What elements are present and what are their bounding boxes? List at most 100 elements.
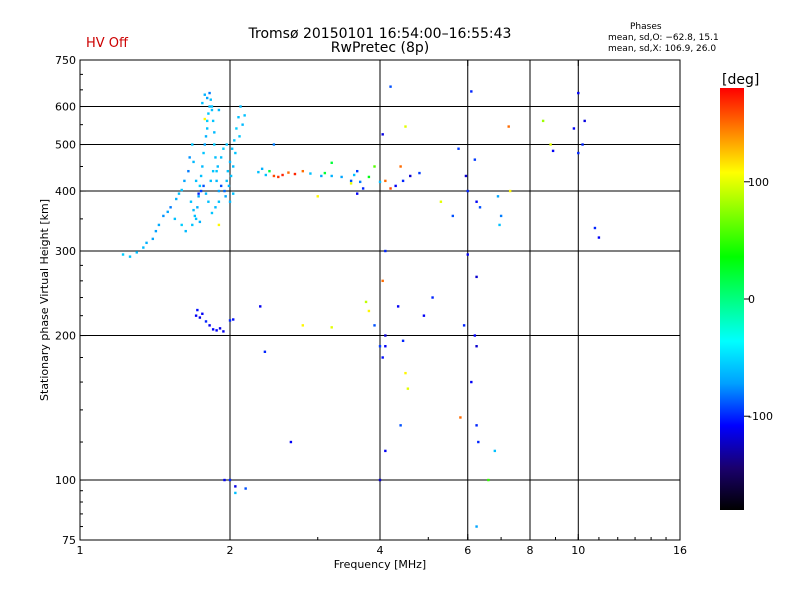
data-point <box>323 171 327 175</box>
data-point <box>367 175 371 179</box>
data-points <box>121 85 601 528</box>
data-point <box>201 312 204 315</box>
data-point <box>466 189 469 193</box>
data-point <box>396 305 400 308</box>
data-point <box>259 305 262 308</box>
y-axis-label: Stationary phase Virtual Height [km] <box>38 199 51 401</box>
data-point <box>373 324 376 327</box>
x-tick-label: 10 <box>571 544 585 557</box>
data-point <box>233 139 236 142</box>
data-point <box>203 117 206 121</box>
data-point <box>196 206 199 209</box>
data-point <box>188 156 191 159</box>
data-point <box>226 169 230 173</box>
data-point <box>214 206 217 209</box>
data-point <box>418 171 421 175</box>
data-point <box>211 169 215 173</box>
data-point <box>204 135 208 138</box>
data-point <box>173 217 177 221</box>
data-point <box>384 249 387 253</box>
data-point <box>230 147 234 150</box>
data-point <box>202 184 205 188</box>
data-point <box>203 93 206 96</box>
data-point <box>364 300 368 304</box>
phase-legend-o-stats: mean, sd,O: −62.8, 15.1 <box>608 33 719 43</box>
data-point <box>207 200 210 203</box>
data-point <box>198 316 202 319</box>
data-point <box>210 108 214 112</box>
data-point <box>210 105 214 108</box>
data-point <box>459 416 462 419</box>
data-point <box>289 440 293 444</box>
data-point <box>478 206 482 209</box>
data-point <box>203 143 206 146</box>
data-point <box>475 345 478 348</box>
data-point <box>197 195 200 198</box>
data-point <box>237 116 240 119</box>
data-point <box>142 246 145 249</box>
data-point <box>205 96 209 100</box>
data-point <box>422 314 426 317</box>
data-point <box>572 127 576 130</box>
data-point <box>281 173 284 177</box>
data-point <box>215 329 218 332</box>
data-point <box>496 195 500 198</box>
data-point <box>216 165 219 168</box>
y-tick-label: 600 <box>55 101 76 114</box>
data-point <box>577 151 580 155</box>
data-point <box>207 112 210 115</box>
data-point <box>330 174 333 178</box>
colorbar-scale <box>720 88 744 510</box>
chart-subtitle: RwPretec (8p) <box>330 40 430 56</box>
data-point <box>145 241 148 245</box>
data-point <box>241 123 244 126</box>
data-point <box>162 214 165 218</box>
data-point <box>451 214 455 218</box>
data-point <box>431 296 434 299</box>
data-point <box>475 275 478 279</box>
data-point <box>549 143 552 146</box>
x-tick-label: 8 <box>527 544 534 557</box>
data-point <box>239 105 242 108</box>
data-point <box>257 170 260 174</box>
colorbar-tick-label: -100 <box>748 410 773 423</box>
data-point <box>493 449 497 453</box>
data-point <box>217 223 221 227</box>
data-point <box>228 200 232 203</box>
data-point <box>316 195 319 198</box>
data-point <box>229 174 233 178</box>
data-point <box>466 253 469 256</box>
y-tick-label: 75 <box>62 534 76 547</box>
data-point <box>228 160 232 164</box>
data-point <box>192 160 195 164</box>
data-point <box>457 147 460 150</box>
data-point <box>213 131 216 134</box>
data-point <box>272 143 276 146</box>
x-tick-label: 1 <box>77 544 84 557</box>
data-point <box>234 491 237 495</box>
data-point <box>199 174 203 178</box>
data-point <box>293 172 297 176</box>
data-point <box>227 184 231 188</box>
data-point <box>217 189 221 193</box>
x-tick-label: 2 <box>227 544 234 557</box>
data-point <box>194 314 198 317</box>
data-point <box>487 478 490 482</box>
colorbar: [deg] 100 0 -100 <box>720 72 773 510</box>
data-point <box>389 187 392 190</box>
data-point <box>204 320 208 323</box>
phase-legend-x-stats: mean, sd,X: 106.9, 26.0 <box>608 44 717 54</box>
data-point <box>264 173 268 177</box>
data-point <box>330 161 333 165</box>
phase-legend-heading: Phases <box>630 22 662 32</box>
data-point <box>234 485 237 488</box>
grid-lines <box>80 60 680 540</box>
data-point <box>541 119 545 123</box>
data-point <box>209 179 212 183</box>
data-point <box>196 308 199 312</box>
data-point <box>169 206 172 209</box>
data-point <box>477 440 480 444</box>
data-point <box>223 478 226 482</box>
data-point <box>218 327 222 330</box>
y-tick-label: 400 <box>55 185 76 198</box>
